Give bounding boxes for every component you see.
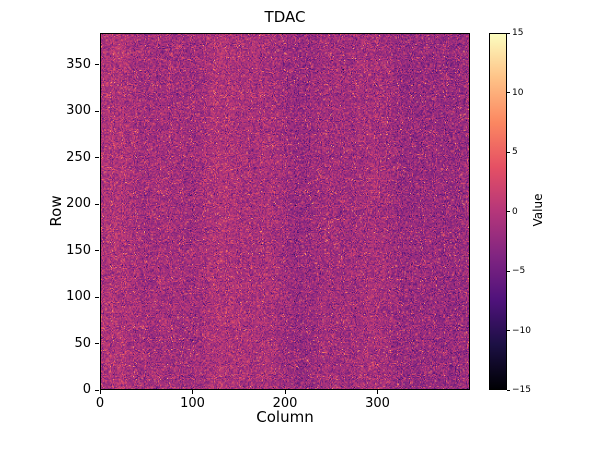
colorbar-tick-label: −15	[512, 385, 531, 395]
colorbar-tick-mark	[507, 151, 510, 153]
x-tick-label: 100	[180, 396, 205, 411]
y-tick-label: 200	[66, 196, 91, 212]
colorbar-tick-mark	[507, 389, 510, 391]
x-tick-mark	[284, 390, 286, 394]
colorbar-tick-mark	[507, 330, 510, 331]
y-tick-mark	[95, 343, 99, 345]
y-tick-mark	[95, 389, 99, 391]
y-tick-mark	[95, 203, 99, 205]
y-tick-label: 0	[82, 382, 91, 397]
y-tick-mark	[95, 64, 99, 66]
y-tick-mark	[95, 296, 99, 298]
x-tick-label: 200	[272, 396, 298, 411]
y-tick-mark	[95, 250, 99, 252]
colorbar-tick-label: 5	[512, 147, 518, 157]
y-tick-label: 350	[66, 56, 91, 72]
colorbar-tick-label: −10	[512, 325, 531, 336]
y-tick-label: 250	[66, 149, 91, 165]
y-tick-label: 150	[66, 242, 91, 258]
colorbar-tick-mark	[507, 211, 510, 212]
heatmap-canvas	[101, 34, 469, 389]
x-tick-label: 0	[95, 396, 105, 411]
plot-title: TDAC	[264, 8, 306, 26]
y-tick-mark	[95, 110, 99, 112]
y-tick-mark	[95, 157, 99, 159]
colorbar-tick-label: 10	[512, 87, 524, 98]
heatmap-plot-area	[100, 33, 470, 390]
x-axis-label: Column	[256, 408, 314, 426]
colorbar-tick-mark	[507, 270, 510, 272]
x-tick-mark	[377, 390, 378, 394]
colorbar-tick-label: 0	[512, 206, 518, 217]
x-tick-mark	[99, 390, 101, 394]
x-tick-label: 300	[365, 396, 390, 411]
y-tick-label: 50	[74, 335, 91, 351]
colorbar	[489, 33, 507, 390]
x-tick-mark	[192, 390, 193, 394]
colorbar-tick-mark	[507, 32, 510, 34]
y-tick-label: 300	[66, 103, 91, 119]
colorbar-tick-label: 15	[512, 28, 524, 38]
y-tick-label: 100	[66, 289, 91, 305]
colorbar-tick-label: −5	[512, 266, 526, 276]
colorbar-tick-mark	[507, 92, 510, 93]
